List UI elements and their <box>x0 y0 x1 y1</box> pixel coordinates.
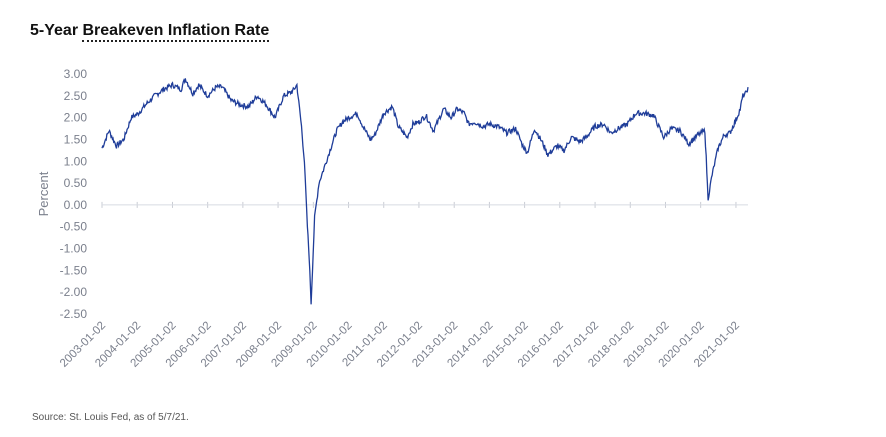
y-tick-label: 0.00 <box>64 198 88 212</box>
y-tick-label: 1.50 <box>64 132 88 146</box>
y-tick-label: -2.50 <box>60 307 88 321</box>
series-line <box>101 78 749 305</box>
source-note: Source: St. Louis Fed, as of 5/7/21. <box>32 412 189 423</box>
chart-title-prefix: 5-Year <box>30 22 83 39</box>
y-tick-label: -2.00 <box>60 285 88 299</box>
y-axis: 3.00 2.50 2.00 1.50 1.00 0.50 0.00 -0.50 -1.00 -1… <box>60 67 88 321</box>
chart-title: 5-Year Breakeven Inflation Rate <box>30 22 270 42</box>
x-axis: 2003-01-022004-01-022005-01-022006-01-02… <box>58 201 742 370</box>
chart-title-link[interactable]: Breakeven Inflation Rate <box>82 22 270 42</box>
y-tick-label: 3.00 <box>64 67 88 81</box>
y-tick-label: 2.50 <box>64 89 88 103</box>
y-tick-label: 0.50 <box>64 176 88 190</box>
y-tick-label: 1.00 <box>64 154 88 168</box>
y-tick-label: -1.50 <box>60 263 88 277</box>
y-axis-label: Percent <box>36 171 51 216</box>
y-tick-label: -1.00 <box>60 242 88 256</box>
y-tick-label: -0.50 <box>60 220 88 234</box>
y-tick-label: 2.00 <box>64 111 88 125</box>
